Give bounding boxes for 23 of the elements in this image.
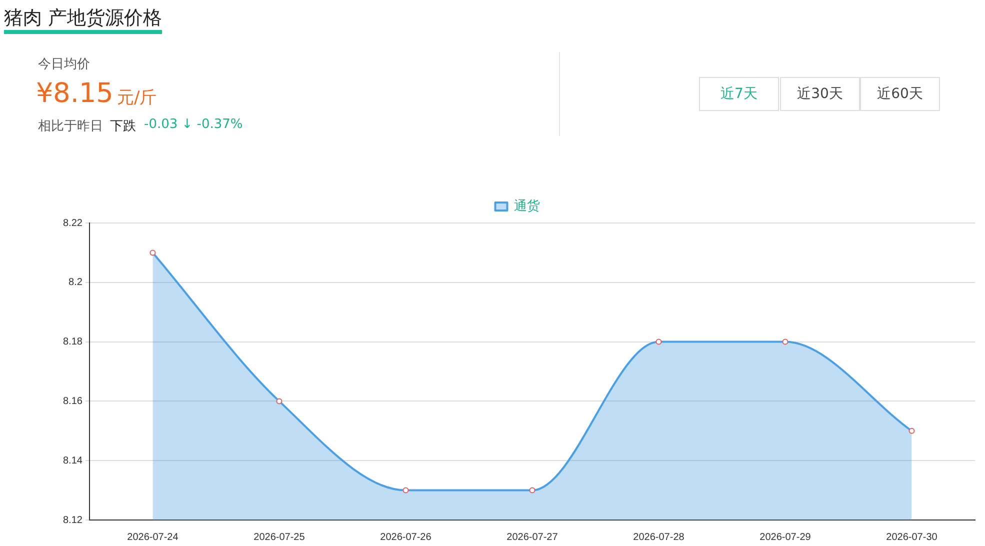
chart-title: 猪肉 产地货源价格	[4, 6, 162, 34]
x-tick-label: 2026-07-29	[760, 532, 812, 543]
text: 下跌	[110, 118, 136, 135]
x-tick-label: 2026-07-26	[380, 532, 432, 543]
y-tick-label: 8.2	[68, 277, 83, 288]
legend-label: 通货	[514, 198, 540, 214]
y-tick-label: 8.14	[62, 455, 83, 466]
range-button[interactable]: 近30天	[780, 77, 860, 111]
text: 今日均价	[38, 56, 90, 73]
y-tick-label: 8.12	[62, 514, 83, 526]
x-tick-label: 2026-07-28	[633, 532, 685, 543]
text: 相比于昨日	[38, 118, 103, 135]
text: -0.03 ↓ -0.37%	[144, 117, 243, 132]
y-tick-label: 8.18	[62, 336, 83, 348]
y-tick-label: 8.16	[62, 396, 83, 407]
x-tick-label: 2026-07-25	[254, 532, 306, 543]
y-tick-label: 8.22	[62, 218, 83, 229]
text: ¥8.15	[36, 78, 114, 109]
text: 元/斤	[117, 87, 157, 109]
x-tick-label: 2026-07-24	[127, 532, 179, 543]
x-tick-label: 2026-07-30	[886, 532, 938, 543]
x-tick-label: 2026-07-27	[506, 532, 558, 543]
range-button[interactable]: 近60天	[860, 77, 940, 111]
